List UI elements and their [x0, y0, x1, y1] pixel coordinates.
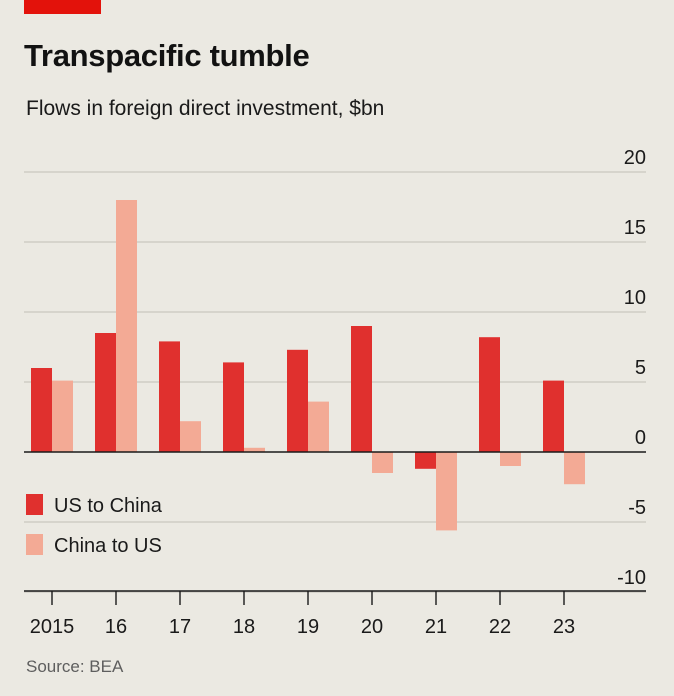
x-tick-label: 20 [361, 616, 383, 638]
bar-china-to-us [564, 452, 585, 485]
bar-us-to-china [479, 337, 500, 452]
x-tick-label: 18 [233, 616, 255, 638]
bar-us-to-china [543, 380, 564, 452]
x-tick-label: 22 [489, 616, 511, 638]
y-tick-label: 20 [624, 147, 646, 169]
legend-label: China to US [54, 535, 162, 557]
bar-china-to-us [180, 421, 201, 452]
bar-us-to-china [351, 326, 372, 452]
x-axis: 2015 16 17 18 19 20 21 22 23 [24, 590, 646, 638]
bar-us-to-china [95, 333, 116, 452]
accent-bar [24, 0, 101, 14]
bar-us-to-china [287, 349, 308, 452]
bar-us-to-china [31, 368, 52, 452]
bar-china-to-us [244, 447, 265, 452]
chart-title: Transpacific tumble [24, 38, 310, 73]
bar-us-to-china [223, 362, 244, 452]
bar-china-to-us [52, 380, 73, 452]
y-tick-label: -10 [617, 567, 646, 589]
legend-label: US to China [54, 495, 163, 517]
bar-china-to-us [372, 452, 393, 473]
y-tick-label: 5 [635, 357, 646, 379]
bars [31, 200, 585, 531]
y-tick-label: -5 [628, 497, 646, 519]
y-tick-labels: 20 15 10 5 0 -5 -10 [617, 147, 646, 589]
x-tick-label: 17 [169, 616, 191, 638]
x-tick-label: 16 [105, 616, 127, 638]
bar-china-to-us [436, 452, 457, 531]
x-tick-label: 2015 [30, 616, 75, 638]
bar-us-to-china [159, 341, 180, 452]
bar-china-to-us [500, 452, 521, 466]
y-tick-label: 10 [624, 287, 646, 309]
y-tick-label: 0 [635, 427, 646, 449]
x-tick-label: 23 [553, 616, 575, 638]
source-note: Source: BEA [26, 657, 124, 676]
bar-china-to-us [308, 401, 329, 452]
legend-swatch [26, 534, 43, 555]
x-tick-label: 21 [425, 616, 447, 638]
bar-us-to-china [415, 452, 436, 469]
bar-china-to-us [116, 200, 137, 452]
chart-subtitle: Flows in foreign direct investment, $bn [26, 97, 385, 120]
x-tick-label: 19 [297, 616, 319, 638]
legend-swatch [26, 494, 43, 515]
y-tick-label: 15 [624, 217, 646, 239]
legend: US to China China to US [26, 494, 163, 557]
